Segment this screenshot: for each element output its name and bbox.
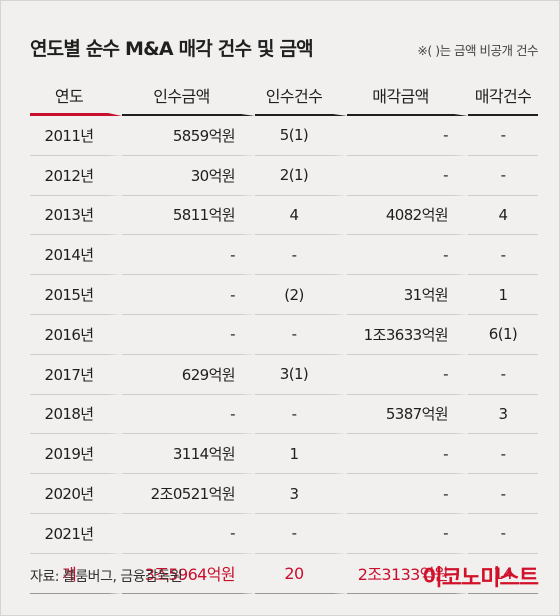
acquisition-count-cell: 4 xyxy=(255,195,347,236)
total-year-cell: 계 xyxy=(30,553,122,594)
acquisition-amount-cell: - xyxy=(122,314,255,355)
sale-amount-cell: - xyxy=(347,434,468,475)
acquisition-count-cell: - xyxy=(255,235,347,276)
header-sale-amount: 매각금액 xyxy=(347,76,468,116)
table-row: 2020년 2조0521억원 3- - xyxy=(30,474,538,514)
year-cell: 2011년 xyxy=(30,116,122,156)
sale-count-cell: - xyxy=(468,235,538,276)
acquisition-amount-cell: 2조0521억원 xyxy=(122,474,255,514)
sale-count-cell: 1 xyxy=(468,275,538,315)
sale-count-cell: - xyxy=(468,156,538,196)
acquisition-count-cell: - xyxy=(255,314,347,355)
sale-amount-cell: - xyxy=(347,155,468,196)
acquisition-count-cell: (2) xyxy=(255,275,347,315)
table-row: 2014년 - - - - xyxy=(30,235,538,276)
total-sale-count-cell: 14 xyxy=(468,554,538,594)
sale-amount-cell: - xyxy=(347,354,468,395)
acquisition-amount-cell: 5859억원 xyxy=(122,116,255,156)
table-row: 2021년 - - - - xyxy=(30,513,538,554)
acquisition-amount-cell: - xyxy=(122,235,255,276)
header-acquisition-count: 인수건수 xyxy=(255,76,347,116)
table-row: 2012년 30억원 2(1) - - xyxy=(30,155,538,196)
data-table: 연도 인수금액 인수건수 매각금액 매각건수 2011년 5859억원 5(1) - -… xyxy=(30,76,538,594)
sale-amount-cell: 5387억원 xyxy=(347,394,468,435)
year-cell: 2018년 xyxy=(30,394,122,435)
header-row: 연도 인수금액 인수건수 매각금액 매각건수 xyxy=(30,76,538,116)
acquisition-count-cell: 3 xyxy=(255,474,347,514)
sale-amount-cell: - xyxy=(347,235,468,276)
table-row: 2011년 5859억원 5(1) - - xyxy=(30,116,538,156)
year-cell: 2016년 xyxy=(30,314,122,355)
sale-amount-cell: - xyxy=(347,474,468,514)
acquisition-amount-cell: 5811억원 xyxy=(122,195,255,236)
total-acquisition-amount-cell: 3조5964억원 xyxy=(122,553,255,594)
year-cell: 2012년 xyxy=(30,155,122,196)
sale-amount-cell: - xyxy=(347,513,468,554)
year-cell: 2015년 xyxy=(30,275,122,315)
table-row: 2019년 3114억원 1- - xyxy=(30,434,538,475)
sale-amount-cell: 4082억원 xyxy=(347,195,468,236)
sale-count-cell: - xyxy=(468,355,538,395)
acquisition-amount-cell: 3114억원 xyxy=(122,434,255,475)
year-cell: 2013년 xyxy=(30,195,122,236)
acquisition-count-cell: 2(1) xyxy=(255,155,347,196)
sale-count-cell: 6(1) xyxy=(468,315,538,355)
header-year: 연도 xyxy=(30,76,122,116)
sale-count-cell: - xyxy=(468,474,538,514)
acquisition-amount-cell: - xyxy=(122,513,255,554)
table-row: 2018년 - -5387억원 3 xyxy=(30,394,538,435)
sale-count-cell: 3 xyxy=(468,395,538,435)
sale-count-cell: - xyxy=(468,434,538,475)
sale-count-cell: 4 xyxy=(468,196,538,236)
acquisition-count-cell: - xyxy=(255,394,347,435)
acquisition-amount-cell: 629억원 xyxy=(122,354,255,395)
year-cell: 2019년 xyxy=(30,434,122,475)
acquisition-count-cell: 3(1) xyxy=(255,354,347,395)
acquisition-amount-cell: 30억원 xyxy=(122,155,255,196)
table-row: 2013년 5811억원 4 4082억원 4 xyxy=(30,195,538,236)
publisher-logo: 이코노미스트 xyxy=(422,566,539,591)
table-row: 2016년 - -1조3633억원 6(1) xyxy=(30,314,538,355)
acquisition-amount-cell: - xyxy=(122,394,255,435)
footnote-note: ※( )는 금액 비공개 건수 xyxy=(417,43,538,58)
source-note: 자료: 블룸버그, 금융감독원 xyxy=(30,569,183,585)
header-acquisition-amount: 인수금액 xyxy=(122,76,255,116)
table-row: 2017년 629억원 3(1) - - xyxy=(30,354,538,395)
year-cell: 2014년 xyxy=(30,235,122,276)
year-cell: 2021년 xyxy=(30,513,122,554)
acquisition-amount-cell: - xyxy=(122,275,255,315)
total-acquisition-count-cell: 20 xyxy=(255,553,347,594)
table-row: 2015년 - (2) 31억원 1 xyxy=(30,275,538,315)
year-cell: 2020년 xyxy=(30,474,122,514)
acquisition-count-cell: 1 xyxy=(255,434,347,475)
acquisition-count-cell: 5(1) xyxy=(255,116,347,156)
sale-count-cell: - xyxy=(468,116,538,156)
sale-amount-cell: - xyxy=(347,116,468,156)
year-cell: 2017년 xyxy=(30,354,122,395)
sale-amount-cell: 31억원 xyxy=(347,275,468,315)
sale-count-cell: - xyxy=(468,514,538,554)
header-sale-count: 매각건수 xyxy=(468,76,538,116)
total-sale-amount-cell: 2조3133억원 xyxy=(347,553,468,594)
sale-amount-cell: 1조3633억원 xyxy=(347,314,468,355)
figure-title: 연도별 순수 M&A 매각 건수 및 금액 xyxy=(30,38,314,60)
acquisition-count-cell: - xyxy=(255,513,347,554)
total-row: 계 3조5964억원 20 2조3133억원 14 xyxy=(30,553,538,594)
